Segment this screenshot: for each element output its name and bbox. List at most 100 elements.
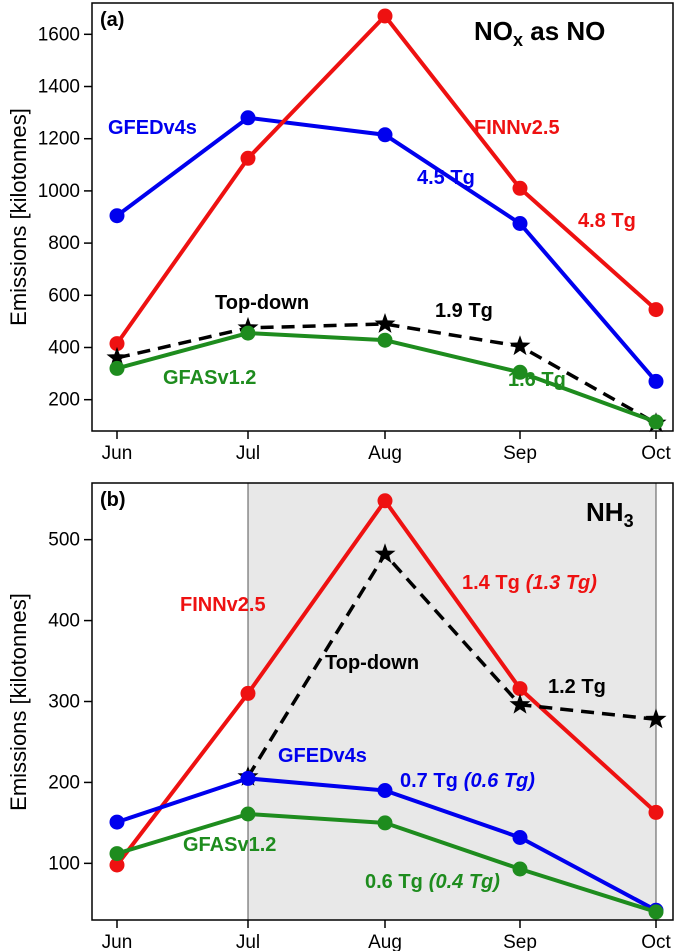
- panel-b-title-main: NH: [586, 497, 624, 527]
- panel-b-title-sub: 3: [624, 511, 634, 531]
- data-point-finnv2-5: [512, 681, 528, 697]
- a-total-finn: 4.8 Tg: [578, 210, 636, 232]
- b-total-finn-value: 1.4 Tg: [462, 572, 520, 594]
- b-total-gfed-alt: (0.6 Tg): [464, 770, 535, 792]
- data-point-gfasv1-2: [240, 806, 256, 822]
- data-point-gfasv1-2: [109, 846, 125, 862]
- panel-a-title: NOx as NO: [474, 16, 605, 50]
- data-point-gfasv1-2: [240, 325, 256, 341]
- panel-b-title: NH3: [586, 497, 634, 531]
- panel-a-frame: [91, 2, 674, 432]
- a-total-gfed: 4.5 Tg: [417, 167, 475, 189]
- data-point-gfedv4s: [109, 208, 125, 224]
- y-tick-label: 800: [48, 233, 80, 254]
- b-total-gfas-alt: (0.4 Tg): [429, 871, 500, 893]
- a-label-gfas: GFASv1.2: [163, 367, 256, 389]
- b-total-gfed-value: 0.7 Tg: [400, 770, 458, 792]
- panel-b-y-axis-label: Emissions [kilotonnes]: [6, 593, 31, 811]
- data-point-finnv2-5: [648, 804, 664, 820]
- x-tick-label: Sep: [503, 443, 537, 464]
- y-tick-label: 1400: [38, 77, 80, 98]
- panel-a-x-ticks: Jun Jul Aug Sep Oct: [102, 431, 671, 464]
- series-line-finnv2-5: [115, 14, 658, 345]
- y-tick-label: 600: [48, 285, 80, 306]
- x-tick-label: Aug: [368, 443, 402, 464]
- y-tick-label: 1200: [38, 129, 80, 150]
- b-total-gfed: 0.7 Tg (0.6 Tg): [400, 770, 535, 792]
- data-point-finnv2-5: [109, 857, 125, 873]
- panel-a-y-axis-label: Emissions [kilotonnes]: [6, 108, 31, 326]
- data-point-gfasv1-2: [377, 815, 393, 831]
- x-tick-label: Jul: [236, 932, 260, 951]
- data-point-finnv2-5: [377, 493, 393, 509]
- y-tick-label: 400: [48, 611, 80, 632]
- panel-a-title-main: NO: [474, 16, 513, 46]
- data-point-top-down: [374, 543, 396, 564]
- data-point-gfasv1-2: [109, 360, 125, 376]
- b-total-gfas-value: 0.6 Tg: [365, 871, 423, 893]
- panel-a: (a) NOx as NO Emissions [kilotonnes] 200…: [6, 2, 674, 464]
- data-point-gfedv4s: [512, 830, 528, 845]
- data-point-finnv2-5: [648, 302, 664, 318]
- b-total-gfas: 0.6 Tg (0.4 Tg): [365, 871, 500, 893]
- b-label-topdown: Top-down: [325, 652, 419, 674]
- data-point-top-down: [106, 346, 128, 367]
- panel-b-x-ticks: Jun Jul Aug Sep Oct: [102, 920, 671, 951]
- data-point-top-down: [509, 335, 531, 356]
- b-total-finn-alt: (1.3 Tg): [526, 572, 597, 594]
- y-tick-label: 200: [48, 772, 80, 793]
- b-total-topdown: 1.2 Tg: [548, 676, 606, 698]
- x-tick-label: Jun: [102, 932, 133, 951]
- a-total-gfas: 1.6 Tg: [508, 369, 566, 391]
- panel-b-label: (b): [100, 489, 126, 511]
- b-label-gfed: GFEDv4s: [278, 745, 367, 767]
- data-point-gfedv4s: [377, 127, 393, 143]
- data-point-gfasv1-2: [648, 904, 664, 920]
- series-line-top-down: [246, 552, 657, 778]
- data-point-gfasv1-2: [512, 364, 528, 380]
- y-tick-label: 200: [48, 390, 80, 411]
- a-label-finn: FINNv2.5: [474, 117, 560, 139]
- data-point-gfedv4s: [648, 373, 664, 389]
- a-label-gfed: GFEDv4s: [108, 117, 197, 139]
- b-label-gfas: GFASv1.2: [183, 834, 276, 856]
- data-point-gfasv1-2: [512, 861, 528, 877]
- panel-b-series: [109, 493, 667, 920]
- panel-a-title-sub: x: [513, 30, 523, 50]
- panel-a-series: [106, 8, 667, 433]
- x-tick-label: Sep: [503, 932, 537, 951]
- x-tick-label: Oct: [641, 443, 671, 464]
- data-point-top-down: [374, 313, 396, 333]
- panel-a-y-ticks: 200 400 600 800 1000 1200 1400 1600: [38, 24, 92, 411]
- y-tick-label: 400: [48, 337, 80, 358]
- data-point-gfedv4s: [109, 814, 125, 830]
- y-tick-label: 300: [48, 692, 80, 713]
- panel-b: (b) NH3 Emissions [kilotonnes] 100 200 300…: [6, 482, 674, 951]
- data-point-finnv2-5: [377, 8, 393, 24]
- panel-b-y-ticks: 100 200 300 400 500: [48, 530, 92, 874]
- y-tick-label: 1600: [38, 24, 80, 45]
- x-tick-label: Jun: [102, 443, 133, 464]
- data-point-gfasv1-2: [377, 332, 393, 348]
- data-point-gfedv4s: [240, 110, 256, 126]
- series-line-top-down: [116, 322, 657, 425]
- x-tick-label: Jul: [236, 443, 260, 464]
- data-point-finnv2-5: [240, 150, 256, 166]
- b-total-finn: 1.4 Tg (1.3 Tg): [462, 572, 597, 594]
- x-tick-label: Oct: [641, 932, 671, 951]
- b-label-finn: FINNv2.5: [180, 594, 266, 616]
- data-point-finnv2-5: [240, 685, 256, 701]
- a-label-topdown: Top-down: [215, 292, 309, 314]
- panel-a-label: (a): [100, 9, 124, 31]
- a-total-topdown: 1.9 Tg: [435, 300, 493, 322]
- panel-b-shaded-region: [248, 483, 656, 920]
- data-point-top-down: [645, 708, 667, 729]
- x-tick-label: Aug: [368, 932, 402, 951]
- y-tick-label: 500: [48, 530, 80, 551]
- data-point-gfasv1-2: [648, 414, 664, 430]
- data-point-gfedv4s: [240, 770, 256, 786]
- data-point-gfedv4s: [512, 216, 528, 231]
- data-point-finnv2-5: [512, 180, 528, 196]
- y-tick-label: 1000: [38, 181, 80, 202]
